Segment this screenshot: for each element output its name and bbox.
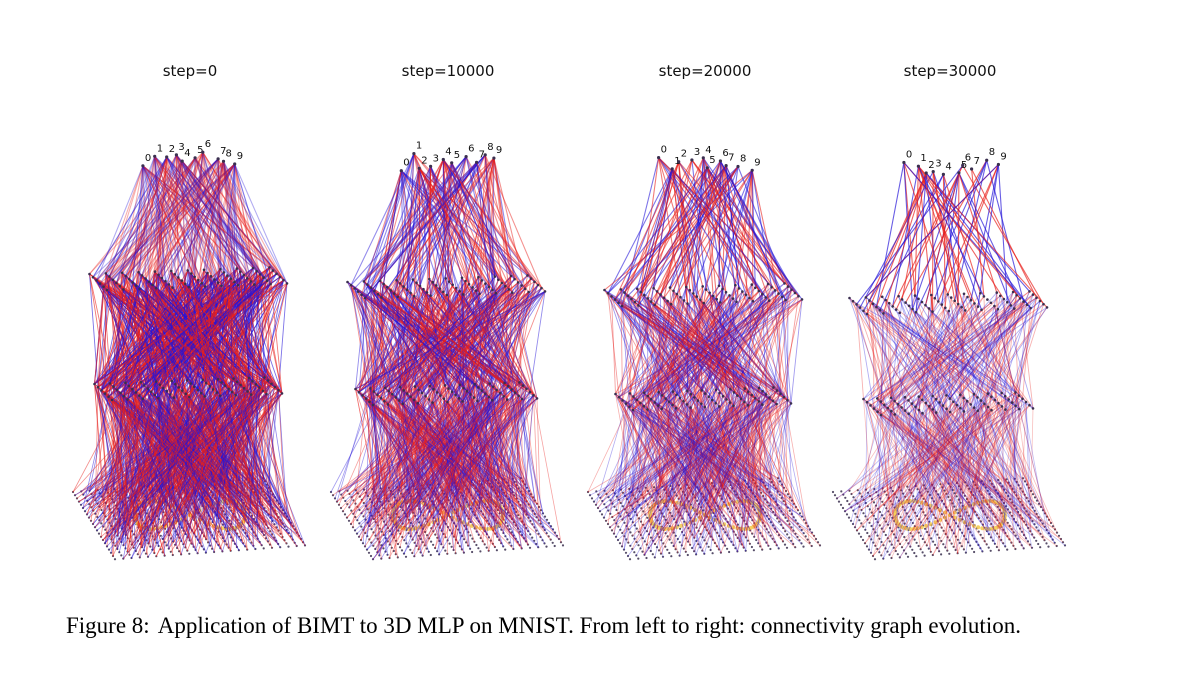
panel-title: step=30000 <box>903 62 997 80</box>
input-layer <box>586 477 822 561</box>
output-label: 5 <box>197 145 203 156</box>
panel-title: step=10000 <box>401 62 495 80</box>
output-label: 0 <box>403 158 409 169</box>
output-label: 4 <box>184 148 190 159</box>
output-label: 9 <box>496 145 502 156</box>
output-label: 3 <box>694 147 700 158</box>
input-digit-pattern <box>893 499 1007 531</box>
caption-text: Application of BIMT to 3D MLP on MNIST. … <box>157 613 1021 638</box>
output-label: 1 <box>416 141 422 152</box>
output-label: 6 <box>468 144 474 155</box>
figure-caption: Figure 8: Application of BIMT to 3D MLP o… <box>66 612 1066 640</box>
panel-title: step=20000 <box>658 62 752 80</box>
output-label: 6 <box>722 148 728 159</box>
output-label: 1 <box>157 143 163 154</box>
hidden-layers <box>346 274 547 407</box>
output-label: 8 <box>989 147 995 158</box>
hidden-layers <box>603 282 804 412</box>
edges <box>587 157 821 558</box>
hidden-layers <box>88 266 289 402</box>
output-label: 5 <box>709 155 715 166</box>
caption-label: Figure 8: <box>66 613 150 638</box>
output-label: 8 <box>487 142 493 153</box>
output-label: 3 <box>178 142 184 153</box>
hidden-layers <box>848 290 1049 417</box>
output-label: 7 <box>974 156 980 167</box>
output-label: 7 <box>479 149 485 160</box>
output-label: 2 <box>421 155 427 166</box>
output-label: 0 <box>661 145 667 156</box>
output-label: 2 <box>169 144 175 155</box>
output-label: 4 <box>705 145 711 156</box>
output-label: 4 <box>945 161 951 172</box>
output-label: 3 <box>935 159 941 170</box>
output-label: 9 <box>754 157 760 168</box>
panel-title: step=0 <box>162 62 218 80</box>
output-label: 6 <box>965 152 971 163</box>
output-label: 8 <box>740 154 746 165</box>
output-label: 0 <box>145 153 151 164</box>
output-label: 7 <box>728 153 734 164</box>
edges <box>836 159 1066 560</box>
output-label: 3 <box>433 153 439 164</box>
output-label: 7 <box>220 146 226 157</box>
edges <box>72 151 306 560</box>
output-label: 9 <box>237 151 243 162</box>
output-label: 5 <box>454 150 460 161</box>
input-digit-pattern <box>648 499 762 531</box>
input-layer <box>831 477 1067 561</box>
output-label: 9 <box>1000 152 1006 163</box>
input-digit-pattern <box>391 499 505 531</box>
output-label: 1 <box>920 153 926 164</box>
output-label: 0 <box>906 150 912 161</box>
output-label: 8 <box>226 148 232 159</box>
output-label: 4 <box>445 147 451 158</box>
output-label: 6 <box>205 139 211 150</box>
input-layer <box>329 477 565 561</box>
output-label: 2 <box>928 160 934 171</box>
edges <box>330 153 562 560</box>
output-label: 2 <box>681 149 687 160</box>
